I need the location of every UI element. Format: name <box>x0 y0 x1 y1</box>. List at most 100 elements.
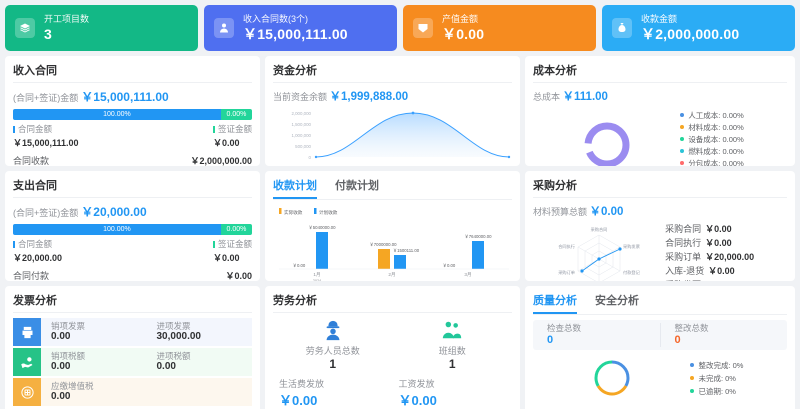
expense-sub-label: 合同付款 <box>13 271 50 281</box>
hand-coin-icon <box>13 348 41 376</box>
svg-text:￥0.00: ￥0.00 <box>293 263 306 268</box>
legend-label: 整改完成: 0% <box>698 360 744 370</box>
card-purchase-analysis: 采购分析 材料预算总额 ￥0.00 <box>525 171 795 281</box>
purchase-item-value: ￥30,000.00 <box>705 280 754 281</box>
card-cost-analysis: 成本分析 总成本 ￥111.00 人工成本: 0.00% 材料成本: 0.00%… <box>525 56 795 166</box>
expense-legend-row: 合同金额 ￥20,000.00 签证金额 ￥0.00 <box>13 238 252 264</box>
legend-label: 已逾期: 0% <box>698 386 736 396</box>
cost-total-line: 总成本 ￥111.00 <box>533 88 787 104</box>
legend-item: 材料成本: 0.00% <box>680 122 787 133</box>
purchase-budget-line: 材料预算总额 ￥0.00 <box>533 203 787 219</box>
purchase-item-label: 采购合同 <box>665 224 702 234</box>
purchase-radar-chart: 采购合同 采购发票 付款登记 入库-退货 采购订单 合同执行 <box>533 221 665 281</box>
invoice-row: 应缴增值税 0.00 <box>13 378 252 406</box>
card-expense-contract: 支出合同 (合同+签证)金额 ￥20,000.00 100.00% 0.00% … <box>5 171 260 281</box>
quality-check-value: 0 <box>547 333 554 346</box>
expense-total-line: (合同+签证)金额 ￥20,000.00 <box>13 203 252 220</box>
invoice-label: 进项税额 <box>156 350 191 361</box>
purchase-chart-area: 采购合同 采购发票 付款登记 入库-退货 采购订单 合同执行 采购合同￥0.00… <box>533 221 787 281</box>
income-total-line: (合同+签证)金额 ￥15,000,111.00 <box>13 88 252 105</box>
card-payment-plan: 收款计划 付款计划 实际收款 计划收款 ￥0.00 ￥5040000.00 <box>265 171 520 281</box>
purchase-item-label: 合同执行 <box>665 238 702 248</box>
card-labor-analysis: 劳务分析 劳务人员总数 1 班组数 1 <box>265 286 520 409</box>
expense-legend-visa: 签证金额 ￥0.00 <box>212 238 252 264</box>
quality-fix-label: 整改总数 <box>674 323 709 334</box>
card-title: 成本分析 <box>533 62 787 83</box>
svg-text:付款登记: 付款登记 <box>623 269 641 276</box>
tab-safety-analysis[interactable]: 安全分析 <box>595 295 639 307</box>
labor-team-value: 1 <box>448 357 456 371</box>
purchase-item-value: ￥0.00 <box>708 266 735 276</box>
legend-item: 未完成: 0% <box>690 373 787 384</box>
card-title: 支出合同 <box>13 177 252 198</box>
purchase-item-value: ￥0.00 <box>705 224 732 234</box>
income-legend-contract: 合同金额 ￥15,000,111.00 <box>13 123 79 149</box>
purchase-item-value: ￥20,000.00 <box>705 252 755 262</box>
invoice-label: 应缴增值税 <box>51 380 94 391</box>
svg-text:1,500,000: 1,500,000 <box>291 122 311 127</box>
dashboard-grid: 收入合同 (合同+签证)金额 ￥15,000,111.00 100.00% 0.… <box>5 56 795 409</box>
fund-balance-value: ￥1,999,888.00 <box>329 91 409 103</box>
card-fund-analysis: 资金分析 当前资金余额 ￥1,999,888.00 2,000,000 1,50… <box>265 56 520 166</box>
kpi-card-received-amount[interactable]: 收款金额 ￥2,000,000.00 <box>602 5 795 51</box>
legend-item: 整改完成: 0% <box>690 360 787 371</box>
tab-receipt-plan[interactable]: 收款计划 <box>273 177 317 199</box>
layers-icon <box>15 18 35 38</box>
invoice-value: 0.00 <box>51 361 71 373</box>
invoice-value: 0.00 <box>156 361 176 373</box>
svg-text:计划收款: 计划收款 <box>319 209 338 216</box>
svg-text:1月: 1月 <box>313 272 320 278</box>
kpi-label: 收入合同数(3个) <box>243 14 308 25</box>
marker-icon <box>212 126 215 133</box>
marker-icon <box>13 126 15 133</box>
worker-helmet-icon <box>322 319 344 344</box>
cost-donut-chart <box>533 116 680 166</box>
purchase-item-label: 采购发票 <box>665 280 701 281</box>
invoice-cell-left: 销项税额 0.00 <box>41 351 147 373</box>
svg-text:采购订单: 采购订单 <box>558 269 575 276</box>
cost-chart-area: 人工成本: 0.00% 材料成本: 0.00% 设备成本: 0.00% 燃料成本… <box>533 106 787 166</box>
invoice-cell-right: 进项税额 0.00 <box>147 351 253 373</box>
svg-text:采购合同: 采购合同 <box>591 226 608 233</box>
svg-text:￥5040000.00: ￥5040000.00 <box>309 225 337 230</box>
income-right-value: ￥0.00 <box>212 138 240 148</box>
labor-people-value: 1 <box>329 357 337 371</box>
income-left-label: 合同金额 <box>18 124 53 134</box>
purchase-item: 入库-退货 ￥0.00 <box>665 264 787 277</box>
income-bar-contract: 100.00% <box>13 109 221 120</box>
expense-total-value: ￥20,000.00 <box>81 205 147 219</box>
card-invoice-analysis: 发票分析 销项发票 0.00 进项发票 30,000.00 <box>5 286 260 409</box>
legend-item: 燃料成本: 0.00% <box>680 146 787 157</box>
legend-dot-icon <box>680 149 685 153</box>
income-left-value: ￥15,000,111.00 <box>13 138 79 148</box>
card-title: 资金分析 <box>273 62 512 83</box>
invoice-rows: 销项发票 0.00 进项发票 30,000.00 销项税额 0.00 <box>13 318 252 406</box>
tab-payment-plan[interactable]: 付款计划 <box>335 180 379 192</box>
invoice-label: 销项税额 <box>51 350 86 361</box>
kpi-card-output-value[interactable]: 产值金额 ￥0.00 <box>403 5 596 51</box>
expense-left-value: ￥20,000.00 <box>13 253 63 263</box>
invoice-label: 销项发票 <box>51 320 86 331</box>
labor-body: 劳务人员总数 1 班组数 1 生活费发放 ￥0.00 <box>273 318 512 409</box>
plan-legend: 实际收款 计划收款 <box>279 208 338 216</box>
plan-bar-chart: 实际收款 计划收款 ￥0.00 ￥5040000.00 ￥7000000.00 … <box>273 205 512 281</box>
expense-bar-visa: 0.00% <box>220 224 252 235</box>
invoice-row: 销项税额 0.00 进项税额 0.00 <box>13 348 252 376</box>
legend-dot-icon <box>680 137 685 141</box>
income-stacked-bar: 100.00% 0.00% <box>13 109 252 120</box>
svg-text:3月: 3月 <box>464 272 471 278</box>
legend-item: 人工成本: 0.00% <box>680 110 787 121</box>
svg-text:实际收款: 实际收款 <box>284 209 303 216</box>
expense-sub-value: ￥0.00 <box>225 271 252 281</box>
invoice-value: 0.00 <box>51 391 71 403</box>
kpi-card-income-contracts[interactable]: 收入合同数(3个) ￥15,000,111.00 <box>204 5 397 51</box>
expense-bar-contract: 100.00% <box>13 224 221 235</box>
tab-quality-analysis[interactable]: 质量分析 <box>533 292 577 314</box>
fund-balance-label: 当前资金余额 <box>273 92 328 102</box>
purchase-value-list: 采购合同 ￥0.00 合同执行 ￥0.00 采购订单 ￥20,000.00 入库-退货… <box>665 221 787 281</box>
kpi-card-projects[interactable]: 开工项目数 3 <box>5 5 198 51</box>
purchase-item: 采购订单 ￥20,000.00 <box>665 250 787 263</box>
svg-text:2,000,000: 2,000,000 <box>291 111 311 116</box>
income-sub-label: 合同收款 <box>13 156 50 166</box>
